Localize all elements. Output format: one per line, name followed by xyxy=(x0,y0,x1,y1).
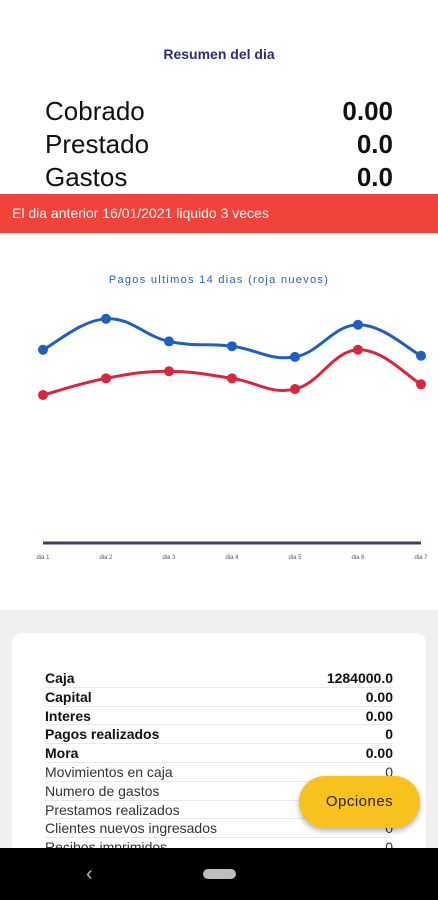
stats-label: Caja xyxy=(45,670,75,686)
series-line-0 xyxy=(42,317,422,360)
series-1-point xyxy=(164,366,174,377)
stats-value: 0 xyxy=(385,820,393,837)
stats-label: Numero de gastos xyxy=(45,782,160,799)
series-0-point xyxy=(416,350,426,361)
opciones-button[interactable]: Opciones xyxy=(299,776,420,828)
chart-title: Pagos ultimos 14 dias (roja nuevos) xyxy=(108,274,330,286)
stats-value: 0 xyxy=(385,726,393,743)
x-tick-label: dia 5 xyxy=(288,555,302,561)
stats-row: Capital 0.00 xyxy=(45,688,393,707)
summary-value: 0.0 xyxy=(356,129,393,159)
page-header-title: Resumen del dia xyxy=(163,46,275,62)
stats-value: 0 xyxy=(385,763,393,780)
summary-value: 0.00 xyxy=(342,96,393,126)
stats-row: Clientes nuevos ingresados 0 xyxy=(45,819,393,839)
summary-label: Cobrado xyxy=(45,96,145,126)
series-1-point xyxy=(290,384,300,395)
stats-value: 0 xyxy=(385,838,393,856)
summary-label: Gastos xyxy=(45,162,128,192)
x-tick-label: dia 2 xyxy=(99,555,113,561)
stats-row: Movimientos en caja 0 xyxy=(45,763,393,782)
home-pill-icon[interactable] xyxy=(203,869,236,879)
payments-line-chart: dia 1 dia 2 dia 3 dia 4 dia 5 dia 6 dia 7 xyxy=(36,313,428,561)
stats-value: 0.00 xyxy=(365,745,393,762)
stats-row: Pagos realizados 0 xyxy=(45,725,393,745)
stats-label: Interes xyxy=(45,707,91,724)
stats-row: Mora 0.00 xyxy=(45,744,393,763)
series-1-point xyxy=(101,373,111,384)
summary-value: 0.0 xyxy=(356,162,393,192)
stats-label: Prestamos realizados xyxy=(45,801,180,818)
stats-value: 0.00 xyxy=(365,688,393,705)
series-line-1 xyxy=(42,348,422,397)
stats-value: 0.00 xyxy=(365,707,393,724)
series-0-point xyxy=(101,313,111,324)
series-1-point xyxy=(353,344,363,355)
summary-label: Prestado xyxy=(45,129,150,159)
stats-row: Interes 0.00 xyxy=(45,707,393,726)
x-tick-label: dia 7 xyxy=(414,555,428,561)
series-1-point xyxy=(416,379,426,390)
x-tick-label: dia 4 xyxy=(225,555,239,561)
stats-label: Capital xyxy=(45,688,92,705)
back-arrow-icon[interactable]: ‹ xyxy=(86,863,93,885)
series-1-point xyxy=(38,390,48,400)
series-1-point xyxy=(227,373,237,384)
stats-label: Pagos realizados xyxy=(45,726,160,743)
summary-row-cobrado: Cobrado 0.00 xyxy=(45,96,393,129)
stats-row: Caja 1284000.0 xyxy=(45,669,393,688)
summary-row-prestado: Prestado 0.0 xyxy=(45,129,393,162)
series-0-point xyxy=(227,341,237,352)
series-0-point xyxy=(353,319,363,330)
series-0-point xyxy=(38,344,48,355)
stats-label: Mora xyxy=(45,745,79,762)
stats-label: Movimientos en caja xyxy=(45,763,173,780)
summary-row-gastos: Gastos 0.0 xyxy=(45,162,393,195)
stats-value: 1284000.0 xyxy=(326,670,393,686)
system-nav-bar: ‹ xyxy=(0,848,438,900)
stats-table: Caja 1284000.0 Capital 0.00 Interes 0.00 Pagos… xyxy=(45,669,393,857)
stats-label: Clientes nuevos ingresados xyxy=(45,820,217,837)
x-tick-label: dia 3 xyxy=(162,555,176,561)
series-0-point xyxy=(164,336,174,347)
day-summary: Cobrado 0.00 Prestado 0.0 Gastos 0.0 xyxy=(45,96,393,195)
series-0-point xyxy=(290,351,300,362)
x-tick-label: dia 6 xyxy=(351,555,365,561)
x-tick-label: dia 1 xyxy=(36,555,50,561)
alert-banner: El dia anterior 16/01/2021 liquido 3 vec… xyxy=(0,194,438,233)
